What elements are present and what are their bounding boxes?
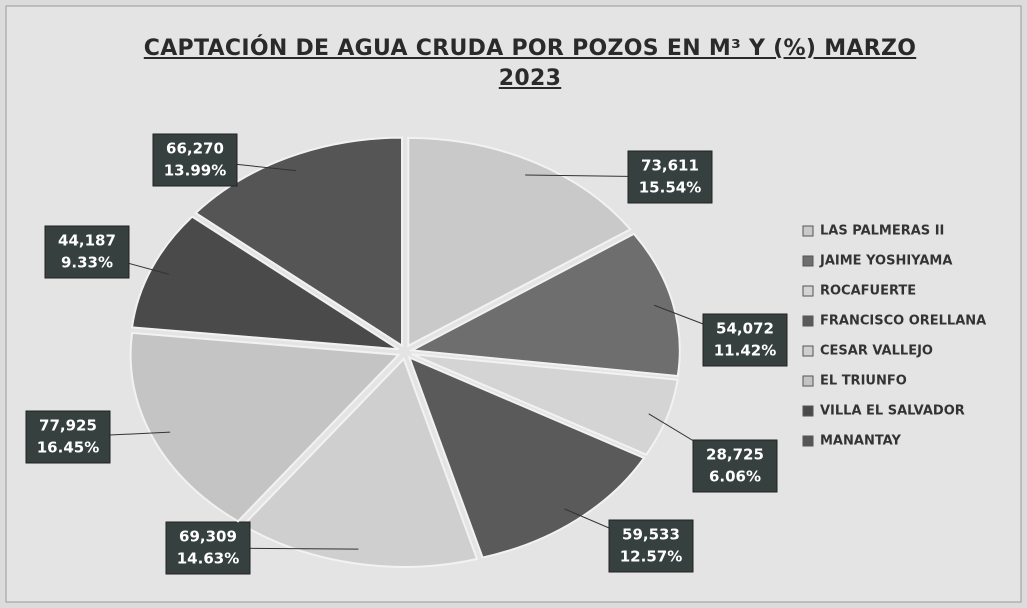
data-label: 12.57% bbox=[620, 548, 682, 566]
data-label-box bbox=[152, 133, 238, 187]
data-label: 28,725 bbox=[706, 446, 764, 464]
data-label: 54,072 bbox=[716, 320, 774, 338]
data-label-box bbox=[627, 150, 713, 204]
pie-slice bbox=[407, 355, 646, 559]
legend-swatch bbox=[802, 225, 814, 237]
data-label: 59,533 bbox=[622, 526, 680, 544]
data-label: 9.33% bbox=[61, 254, 113, 272]
data-label: 69,309 bbox=[179, 528, 237, 546]
data-label: 66,270 bbox=[166, 140, 224, 158]
data-label: 11.42% bbox=[714, 342, 776, 360]
legend-label: ROCAFUERTE bbox=[820, 284, 916, 299]
pie-slice bbox=[407, 136, 632, 348]
legend-swatch bbox=[802, 405, 814, 417]
legend-label: CESAR VALLEJO bbox=[820, 344, 933, 359]
pie-slice bbox=[411, 353, 679, 456]
legend-swatch bbox=[802, 375, 814, 387]
data-label: 16.45% bbox=[37, 439, 99, 457]
legend-swatch bbox=[802, 435, 814, 447]
legend-label: VILLA EL SALVADOR bbox=[820, 404, 965, 419]
data-label: 13.99% bbox=[164, 162, 226, 180]
legend-swatch bbox=[802, 345, 814, 357]
legend-label: LAS PALMERAS II bbox=[820, 224, 944, 239]
pie-slice bbox=[241, 357, 479, 568]
legend-label: FRANCISCO ORELLANA bbox=[820, 314, 986, 329]
data-label-box bbox=[25, 410, 111, 464]
legend-swatch bbox=[802, 285, 814, 297]
data-label-box bbox=[608, 519, 694, 573]
legend-label: JAIME YOSHIYAMA bbox=[819, 254, 952, 269]
data-label-box bbox=[44, 225, 130, 279]
data-label-box bbox=[692, 439, 778, 493]
chart-title: CAPTACIÓN DE AGUA CRUDA POR POZOS EN M³ … bbox=[143, 36, 917, 91]
pie-slice bbox=[193, 136, 404, 348]
pie-slice bbox=[130, 215, 400, 351]
legend-swatch bbox=[802, 255, 814, 267]
data-label: 44,187 bbox=[58, 232, 116, 250]
legend-label: EL TRIUNFO bbox=[820, 374, 907, 389]
data-label: 6.06% bbox=[709, 468, 761, 486]
data-label: 73,611 bbox=[641, 157, 699, 175]
data-label-box bbox=[165, 521, 251, 575]
pie-slice bbox=[129, 331, 401, 523]
pie-slice bbox=[408, 232, 681, 378]
legend-label: MANANTAY bbox=[820, 434, 901, 449]
legend-swatch bbox=[802, 315, 814, 327]
data-label: 77,925 bbox=[39, 417, 97, 435]
data-label: 14.63% bbox=[177, 550, 239, 568]
data-label-box bbox=[702, 313, 788, 367]
data-label: 15.54% bbox=[639, 179, 701, 197]
